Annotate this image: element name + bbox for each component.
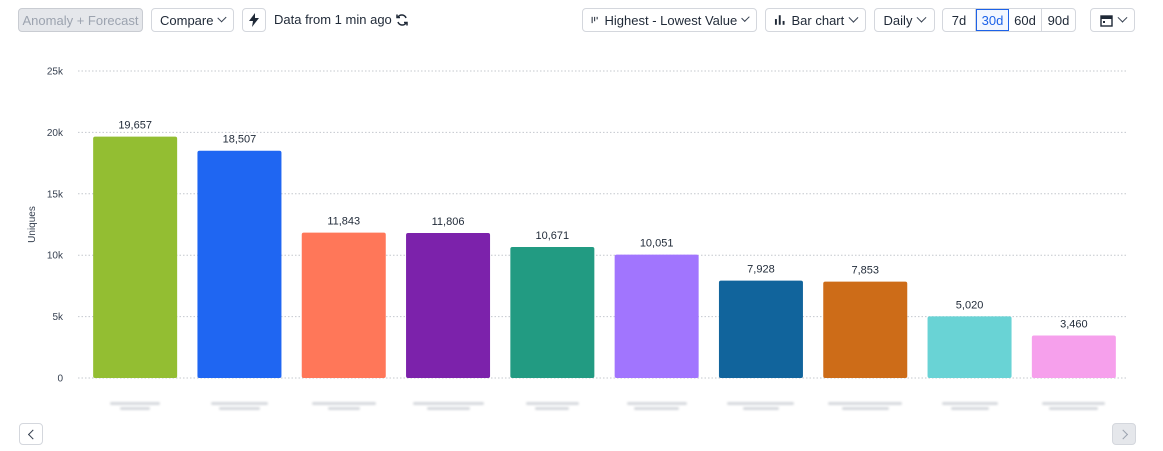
chart-type-dropdown[interactable]: Bar chart bbox=[765, 8, 866, 32]
y-tick-label: 10k bbox=[47, 251, 64, 262]
y-tick-label: 5k bbox=[52, 312, 64, 323]
y-tick-label: 25k bbox=[47, 67, 64, 78]
chevron-right-icon bbox=[1117, 429, 1128, 439]
range-selector: 7d 30d 60d 90d bbox=[942, 8, 1076, 32]
x-tick-label-redacted bbox=[197, 400, 281, 414]
data-label: 10,671 bbox=[536, 230, 570, 242]
bars bbox=[93, 136, 1116, 378]
bar[interactable] bbox=[927, 316, 1012, 378]
compare-dropdown[interactable]: Compare bbox=[151, 8, 234, 32]
range-60d[interactable]: 60d bbox=[1009, 9, 1042, 31]
bar[interactable] bbox=[823, 281, 908, 378]
chart-type-label: Bar chart bbox=[791, 12, 845, 28]
x-tick-label-redacted bbox=[1032, 400, 1116, 414]
bar[interactable] bbox=[406, 233, 491, 378]
sort-icon bbox=[591, 16, 598, 24]
chart-toolbar: Anomaly + Forecast Compare Data from 1 m… bbox=[0, 0, 1163, 40]
x-tick-label-redacted bbox=[93, 400, 177, 414]
chevron-down-icon bbox=[1117, 12, 1127, 23]
bar[interactable] bbox=[1031, 335, 1116, 378]
bar[interactable] bbox=[197, 150, 282, 378]
interval-dropdown[interactable]: Daily bbox=[874, 8, 935, 32]
bar[interactable] bbox=[301, 232, 386, 378]
x-tick-label-redacted bbox=[615, 400, 699, 414]
chevron-down-icon bbox=[741, 13, 750, 22]
x-tick-label-redacted bbox=[823, 400, 907, 414]
y-tick-label: 20k bbox=[47, 128, 64, 139]
bar-chart: 0 5k 10k 15k 20k 25k Uniques 19,657 18,507 11,8… bbox=[27, 67, 1126, 385]
data-freshness-text: Data from 1 min ago bbox=[274, 12, 392, 27]
lightning-icon bbox=[249, 13, 259, 27]
chevron-left-icon bbox=[27, 429, 38, 439]
y-axis-label: Uniques bbox=[27, 206, 38, 243]
x-tick-label-redacted bbox=[928, 400, 1012, 414]
y-tick-label: 15k bbox=[47, 189, 64, 200]
sort-dropdown[interactable]: Highest - Lowest Value bbox=[582, 8, 757, 32]
compare-label: Compare bbox=[160, 12, 214, 28]
data-label: 11,806 bbox=[432, 216, 465, 228]
x-tick-label-redacted bbox=[302, 400, 386, 414]
x-tick-label-redacted bbox=[406, 400, 490, 414]
chevron-down-icon bbox=[848, 12, 859, 23]
data-label: 3,460 bbox=[1060, 319, 1088, 331]
range-90d[interactable]: 90d bbox=[1047, 12, 1070, 28]
data-label: 18,507 bbox=[223, 134, 257, 146]
refresh-icon[interactable] bbox=[395, 13, 409, 27]
interval-label: Daily bbox=[883, 12, 913, 28]
bar[interactable] bbox=[718, 280, 803, 378]
sort-label: Highest - Lowest Value bbox=[604, 12, 738, 28]
scroll-right-button[interactable] bbox=[1112, 423, 1136, 445]
calendar-icon bbox=[1099, 14, 1113, 27]
anomaly-forecast-label: Anomaly + Forecast bbox=[22, 12, 139, 28]
data-labels: 19,657 18,507 11,843 11,806 10,671 10,051 7,92… bbox=[118, 120, 1087, 331]
y-tick-label: 0 bbox=[57, 374, 63, 385]
data-label: 10,051 bbox=[640, 238, 674, 250]
bar[interactable] bbox=[510, 246, 595, 378]
data-label: 19,657 bbox=[118, 120, 152, 132]
x-tick-label-redacted bbox=[510, 400, 594, 414]
data-label: 7,853 bbox=[851, 265, 879, 277]
bar[interactable] bbox=[614, 254, 699, 378]
chevron-down-icon bbox=[917, 12, 927, 23]
data-label: 5,020 bbox=[956, 299, 984, 311]
lightning-button[interactable] bbox=[242, 8, 266, 32]
range-7d[interactable]: 7d bbox=[943, 9, 976, 31]
range-30d[interactable]: 30d bbox=[976, 9, 1009, 31]
x-tick-label-redacted bbox=[719, 400, 803, 414]
data-label: 7,928 bbox=[747, 264, 775, 276]
anomaly-forecast-button[interactable]: Anomaly + Forecast bbox=[18, 8, 143, 32]
date-picker-button[interactable] bbox=[1090, 8, 1135, 32]
scroll-left-button[interactable] bbox=[19, 423, 43, 445]
y-axis-ticks: 0 5k 10k 15k 20k 25k bbox=[47, 67, 64, 385]
data-label: 11,843 bbox=[327, 216, 360, 228]
bar-chart-icon bbox=[774, 15, 785, 25]
chevron-down-icon bbox=[217, 12, 227, 22]
bar[interactable] bbox=[93, 136, 178, 378]
